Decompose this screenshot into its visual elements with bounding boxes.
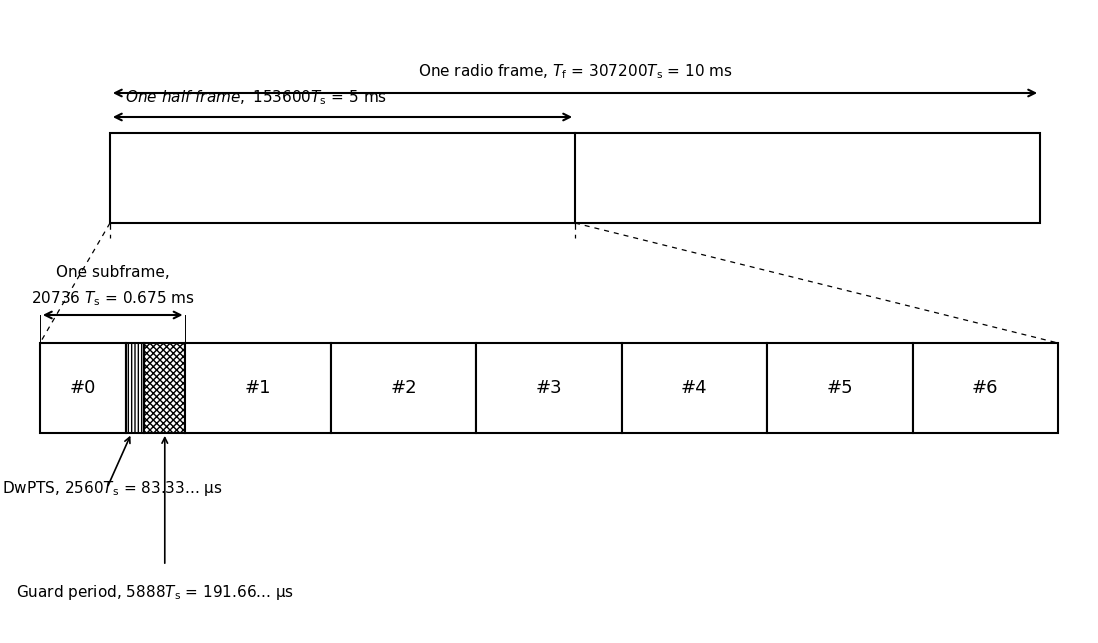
Text: #3: #3 <box>536 379 562 397</box>
Text: $\it{One\ half\ frame,}$ 153600$\mathit{T}_\mathrm{s}$ = 5 ms: $\it{One\ half\ frame,}$ 153600$\mathit{… <box>125 88 388 107</box>
Bar <box>40 343 126 433</box>
Bar <box>768 343 912 433</box>
Text: #5: #5 <box>827 379 853 397</box>
Bar <box>186 343 330 433</box>
Text: #4: #4 <box>681 379 708 397</box>
Bar <box>330 343 477 433</box>
Text: #2: #2 <box>390 379 417 397</box>
Bar <box>477 343 621 433</box>
Text: DwPTS, 2560$\mathit{T}_\mathrm{s}$ = 83.33... μs: DwPTS, 2560$\mathit{T}_\mathrm{s}$ = 83.… <box>2 478 223 498</box>
Text: #1: #1 <box>245 379 271 397</box>
Text: 20736 $\mathit{T}_\mathrm{s}$ = 0.675 ms: 20736 $\mathit{T}_\mathrm{s}$ = 0.675 ms <box>31 289 194 308</box>
Bar <box>110 133 1040 223</box>
Text: One radio frame, $\mathit{T}_\mathrm{f}$ = 307200$\mathit{T}_\mathrm{s}$ = 10 ms: One radio frame, $\mathit{T}_\mathrm{f}$… <box>417 62 732 81</box>
Bar <box>621 343 768 433</box>
Bar <box>912 343 1058 433</box>
Text: One subframe,: One subframe, <box>56 265 169 280</box>
Bar <box>144 343 186 433</box>
Text: Guard period, 5888$\mathit{T}_\mathrm{s}$ = 191.66... μs: Guard period, 5888$\mathit{T}_\mathrm{s}… <box>15 583 294 602</box>
Bar <box>126 343 144 433</box>
Text: #0: #0 <box>70 379 97 397</box>
Text: #6: #6 <box>972 379 998 397</box>
